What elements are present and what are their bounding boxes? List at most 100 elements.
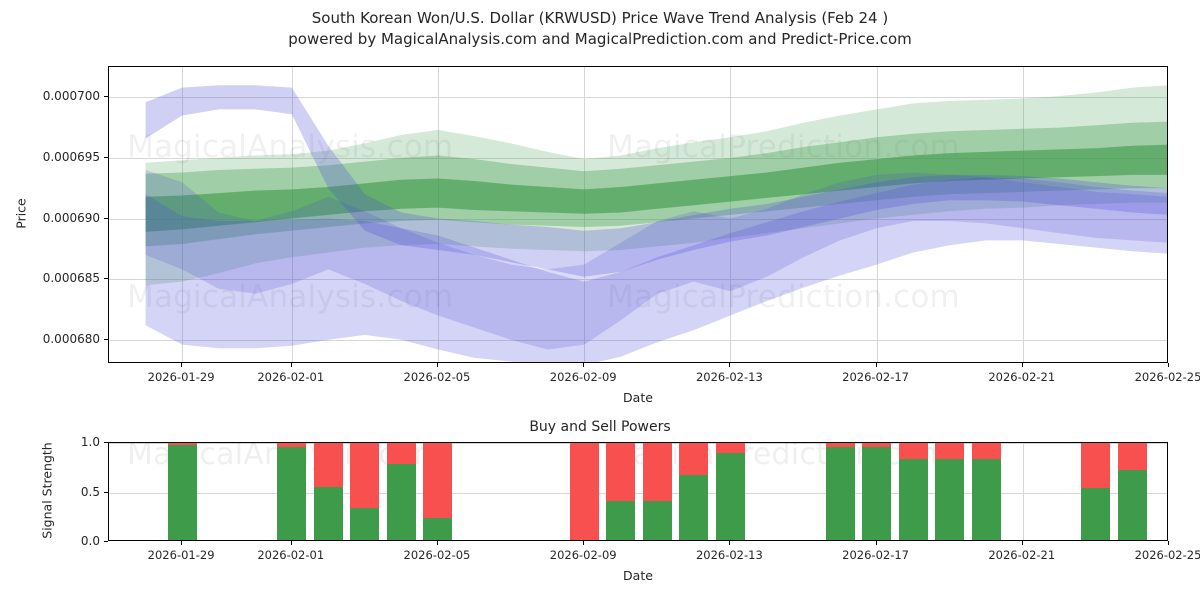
sell-power-segment (350, 443, 380, 509)
signal-x-tick-mark (1021, 541, 1023, 545)
signal-gridline-h (109, 443, 1167, 444)
signal-bar[interactable] (167, 443, 197, 540)
price-y-tick-mark (104, 96, 108, 98)
buy-power-segment (642, 501, 672, 540)
buy-power-segment (935, 458, 965, 540)
chart-title-block: South Korean Won/U.S. Dollar (KRWUSD) Pr… (0, 8, 1200, 50)
price-y-tick-label: 0.000690 (42, 210, 100, 225)
price-x-tick-mark (290, 363, 292, 367)
sell-power-segment (386, 443, 416, 464)
buy-power-segment (167, 444, 197, 540)
signal-y-tick-label: 0.5 (80, 484, 100, 499)
signal-bar[interactable] (277, 443, 307, 540)
signal-y-tick-mark (104, 491, 108, 493)
sell-power-segment (679, 443, 709, 475)
price-y-tick-mark (104, 217, 108, 219)
sell-power-segment (971, 443, 1001, 459)
price-x-tick-mark (729, 363, 731, 367)
price-gridline-h (109, 339, 1167, 341)
signal-x-tick-label: 2026-02-21 (988, 548, 1056, 562)
signal-y-tick-mark (104, 442, 108, 443)
signal-bar[interactable] (642, 443, 672, 540)
buy-power-segment (1117, 469, 1147, 540)
buy-power-segment (971, 458, 1001, 540)
buy-power-segment (679, 474, 709, 540)
page-title: South Korean Won/U.S. Dollar (KRWUSD) Pr… (311, 9, 889, 27)
price-gridline-v (1022, 67, 1024, 362)
price-y-tick-label: 0.000695 (42, 149, 100, 164)
buy-power-segment (715, 452, 745, 540)
price-x-tick-label: 2026-02-01 (257, 370, 325, 384)
buy-power-segment (862, 446, 892, 540)
price-y-tick-label: 0.000680 (42, 331, 100, 346)
signal-x-tick-mark (290, 541, 292, 545)
sell-power-segment (898, 443, 928, 459)
price-y-tick-mark (104, 156, 108, 158)
buy-power-segment (313, 486, 343, 540)
price-x-tick-mark (875, 363, 877, 367)
sell-power-segment (642, 443, 672, 502)
price-gridline-h (109, 97, 1167, 99)
sell-power-segment (935, 443, 965, 459)
price-gridline-v (437, 67, 439, 362)
sell-power-segment (423, 443, 453, 519)
price-gridline-v (876, 67, 878, 362)
signal-x-tick-label: 2026-02-09 (549, 548, 617, 562)
price-plot-area: MagicalAnalysis.com MagicalPrediction.com… (109, 67, 1167, 362)
signal-bar[interactable] (898, 443, 928, 540)
price-gridline-v (584, 67, 586, 362)
signal-x-tick-mark (875, 541, 877, 545)
signal-x-tick-mark (1168, 541, 1169, 545)
signal-bar[interactable] (1081, 443, 1111, 540)
signal-y-tick-mark (104, 541, 108, 542)
signal-x-tick-mark (181, 541, 183, 545)
signal-bar[interactable] (423, 443, 453, 540)
signal-x-tick-label: 2026-02-17 (842, 548, 909, 562)
price-x-tick-label: 2026-02-17 (842, 370, 909, 384)
signal-bar[interactable] (606, 443, 636, 540)
price-x-tick-label: 2026-02-25 (1134, 370, 1200, 384)
price-x-axis-label: Date (623, 390, 653, 405)
price-x-tick-label: 2026-02-13 (695, 370, 763, 384)
buy-power-segment (898, 458, 928, 540)
price-y-tick-label: 0.000700 (42, 89, 100, 104)
price-gridline-h (109, 279, 1167, 281)
signal-x-tick-label: 2026-02-25 (1134, 548, 1200, 562)
sell-power-segment (1081, 443, 1111, 488)
page-subtitle: powered by MagicalAnalysis.com and Magic… (288, 30, 912, 48)
signal-bar[interactable] (313, 443, 343, 540)
wave-band-blue-band-lower-dip (145, 177, 1167, 362)
wave-band-blue-band-zigzag (145, 170, 1167, 350)
signal-bar[interactable] (1117, 443, 1147, 540)
sell-power-segment (313, 443, 343, 487)
signal-bar[interactable] (862, 443, 892, 540)
wave-band-blue-band-upper-early (145, 85, 1167, 277)
buy-power-segment (1081, 487, 1111, 540)
signal-x-tick-mark (729, 541, 731, 545)
signal-bar[interactable] (386, 443, 416, 540)
signal-gridline-v (1022, 443, 1024, 540)
signal-bar[interactable] (350, 443, 380, 540)
signal-chart-title: Buy and Sell Powers (529, 419, 671, 435)
signal-bar[interactable] (679, 443, 709, 540)
signal-bar[interactable] (715, 443, 745, 540)
signal-bar[interactable] (569, 443, 599, 540)
price-x-tick-label: 2026-02-09 (549, 370, 617, 384)
buy-power-segment (825, 446, 855, 540)
price-y-axis-label: Price (13, 197, 29, 229)
sell-power-segment (862, 443, 892, 447)
signal-y-tick-label: 1.0 (80, 435, 100, 449)
signal-bar[interactable] (825, 443, 855, 540)
signal-x-axis-label: Date (623, 568, 653, 583)
sell-power-segment (1117, 443, 1147, 470)
signal-bar[interactable] (971, 443, 1001, 540)
price-y-tick-mark (104, 278, 108, 280)
signal-bar[interactable] (935, 443, 965, 540)
price-x-tick-mark (583, 363, 585, 367)
signal-x-tick-mark (436, 541, 438, 545)
signal-x-tick-label: 2026-02-01 (257, 548, 325, 562)
price-y-tick-label: 0.000685 (42, 271, 100, 286)
buy-power-segment (350, 508, 380, 540)
